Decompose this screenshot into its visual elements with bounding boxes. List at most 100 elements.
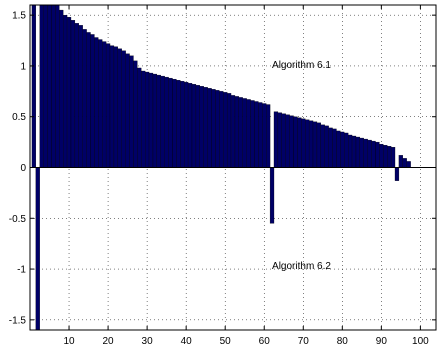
bar bbox=[383, 145, 388, 168]
bar bbox=[148, 72, 154, 168]
bar bbox=[86, 32, 91, 168]
x-tick-label: 20 bbox=[103, 336, 115, 347]
y-tick-label: 1.5 bbox=[12, 11, 26, 22]
bar bbox=[406, 161, 411, 168]
bar bbox=[340, 131, 345, 168]
bar bbox=[39, 4, 44, 168]
bar bbox=[133, 60, 138, 168]
bar bbox=[394, 167, 400, 181]
bar bbox=[31, 4, 37, 168]
bar bbox=[195, 85, 200, 168]
bar bbox=[258, 102, 263, 168]
bar bbox=[199, 86, 204, 168]
bar bbox=[226, 93, 232, 168]
bar bbox=[359, 137, 364, 168]
bar bbox=[332, 128, 337, 168]
bar bbox=[281, 113, 286, 168]
y-tick-label: -1 bbox=[17, 265, 26, 276]
bar bbox=[164, 76, 169, 168]
bar bbox=[74, 23, 79, 168]
bar bbox=[117, 48, 122, 168]
bar bbox=[355, 136, 361, 168]
bar bbox=[297, 117, 302, 168]
bar bbox=[223, 92, 228, 168]
bar bbox=[152, 73, 158, 168]
bar bbox=[387, 146, 392, 168]
bar bbox=[172, 78, 177, 168]
x-tick-label: 100 bbox=[412, 336, 429, 347]
bar bbox=[180, 81, 185, 168]
bar bbox=[273, 111, 279, 168]
bar bbox=[398, 155, 403, 168]
bar bbox=[211, 89, 216, 168]
x-tick-label: 80 bbox=[337, 336, 349, 347]
bar bbox=[293, 116, 298, 168]
annotation-label: Algorithm 6.2 bbox=[272, 261, 331, 272]
bar bbox=[47, 4, 52, 168]
annotation-label: Algorithm 6.1 bbox=[272, 60, 331, 71]
bar bbox=[102, 41, 107, 168]
bar bbox=[316, 122, 321, 168]
bar bbox=[187, 83, 193, 168]
bar bbox=[250, 100, 255, 168]
bar bbox=[390, 147, 396, 168]
bar bbox=[125, 53, 130, 168]
bar bbox=[277, 112, 282, 168]
bar bbox=[246, 99, 251, 168]
bar bbox=[184, 82, 189, 168]
bar bbox=[234, 96, 240, 168]
bar bbox=[203, 87, 208, 168]
x-tick-label: 40 bbox=[181, 336, 193, 347]
bar bbox=[367, 139, 372, 168]
bar bbox=[269, 167, 275, 224]
bar bbox=[70, 20, 76, 168]
bar bbox=[266, 104, 271, 168]
bar bbox=[78, 25, 83, 168]
bar bbox=[55, 4, 60, 168]
bar bbox=[137, 67, 142, 168]
bar bbox=[285, 114, 290, 168]
tick-labels: 10 20 30 40 50 60 70 80 90 100 -1.5 -1 -0.5 0 0.5 1 1.5 bbox=[9, 11, 429, 347]
bar bbox=[63, 15, 68, 168]
bar bbox=[308, 120, 314, 168]
bar bbox=[402, 158, 407, 168]
bar bbox=[219, 91, 224, 168]
x-tick-label: 60 bbox=[259, 336, 271, 347]
y-tick-label: 0 bbox=[20, 163, 26, 174]
x-tick-label: 70 bbox=[298, 336, 310, 347]
y-tick-label: -1.5 bbox=[9, 315, 27, 326]
x-tick-label: 30 bbox=[142, 336, 154, 347]
bar bbox=[121, 50, 126, 168]
bar bbox=[348, 134, 353, 168]
y-tick-label: 1 bbox=[20, 61, 26, 72]
bar bbox=[207, 88, 212, 168]
bar bbox=[242, 98, 247, 168]
bar bbox=[66, 17, 72, 168]
bar bbox=[312, 121, 318, 168]
bar bbox=[301, 118, 306, 168]
annotations: Algorithm 6.1 Algorithm 6.2 bbox=[272, 60, 331, 272]
bar bbox=[191, 84, 197, 168]
bar bbox=[113, 46, 118, 168]
bar bbox=[320, 124, 325, 168]
bar bbox=[176, 80, 181, 168]
bar bbox=[141, 70, 146, 168]
y-tick-label: 0.5 bbox=[12, 112, 26, 123]
bar bbox=[145, 71, 150, 168]
x-tick-label: 50 bbox=[220, 336, 232, 347]
bar bbox=[379, 143, 384, 168]
bar bbox=[109, 45, 115, 168]
bar bbox=[289, 115, 294, 168]
bar bbox=[35, 167, 40, 331]
bar bbox=[230, 95, 236, 168]
bar bbox=[305, 119, 310, 168]
bar bbox=[105, 43, 111, 168]
bar bbox=[344, 132, 349, 168]
bar bbox=[351, 135, 357, 168]
bar bbox=[375, 141, 380, 168]
bar bbox=[129, 55, 134, 168]
bar bbox=[156, 74, 161, 168]
bar bbox=[168, 77, 173, 168]
bar bbox=[363, 138, 368, 168]
